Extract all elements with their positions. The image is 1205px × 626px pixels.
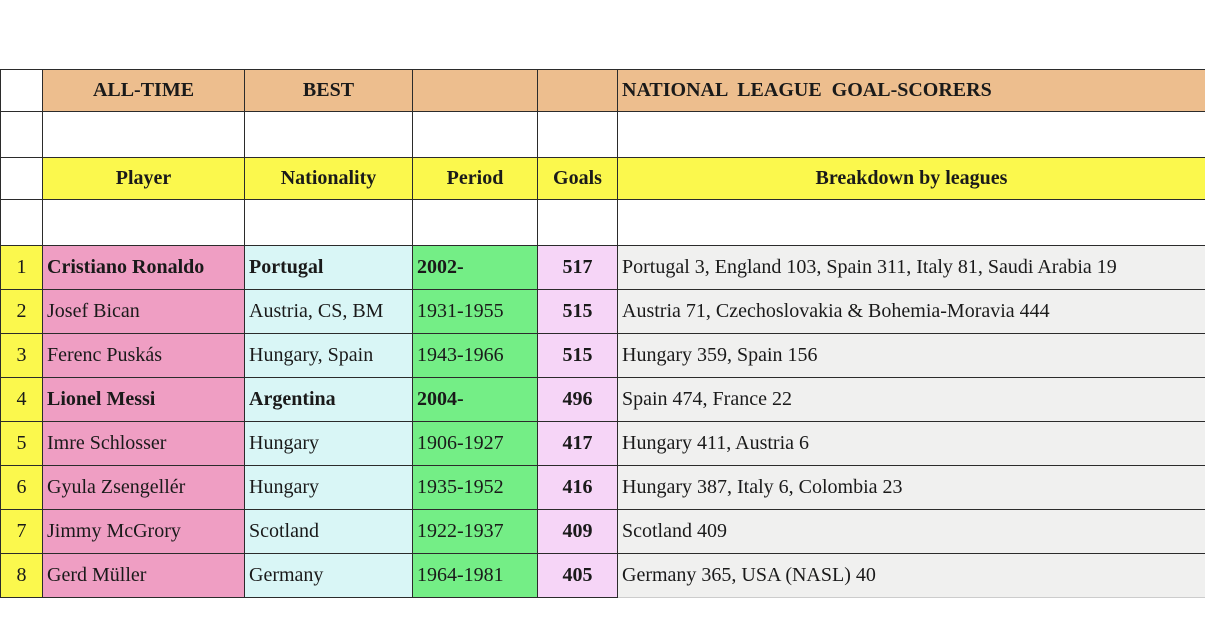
title-empty-2: [537, 69, 618, 112]
table-row: 6 Gyula Zsengellér Hungary 1935-1952 416…: [0, 465, 1205, 510]
corner-cell: [0, 157, 43, 200]
spacer-cell: [412, 111, 538, 158]
table-row: 7 Jimmy McGrory Scotland 1922-1937 409 S…: [0, 509, 1205, 554]
goals: 405: [537, 553, 618, 598]
player-name: Josef Bican: [42, 289, 245, 334]
nationality: Argentina: [244, 377, 413, 422]
table-row: 4 Lionel Messi Argentina 2004- 496 Spain…: [0, 377, 1205, 422]
period: 1943-1966: [412, 333, 538, 378]
table-row: 1 Cristiano Ronaldo Portugal 2002- 517 P…: [0, 245, 1205, 290]
breakdown: Scotland 409: [617, 509, 1205, 554]
header-period: Period: [412, 157, 538, 200]
period: 1964-1981: [412, 553, 538, 598]
table-row: 5 Imre Schlosser Hungary 1906-1927 417 H…: [0, 421, 1205, 466]
title-all-time: ALL-TIME: [42, 69, 245, 112]
title-row: ALL-TIME BEST NATIONAL LEAGUE GOAL-SCORE…: [0, 69, 1205, 112]
player-name: Gerd Müller: [42, 553, 245, 598]
period: 2002-: [412, 245, 538, 290]
breakdown: Austria 71, Czechoslovakia & Bohemia-Mor…: [617, 289, 1205, 334]
nationality: Hungary, Spain: [244, 333, 413, 378]
row-number: 7: [0, 509, 43, 554]
spacer-cell: [0, 111, 43, 158]
spacer-cell: [244, 111, 413, 158]
table-row: 8 Gerd Müller Germany 1964-1981 405 Germ…: [0, 553, 1205, 598]
nationality: Scotland: [244, 509, 413, 554]
header-goals: Goals: [537, 157, 618, 200]
spacer-cell: [537, 199, 618, 246]
goals: 515: [537, 289, 618, 334]
player-name: Ferenc Puskás: [42, 333, 245, 378]
spacer-cell: [617, 199, 1205, 246]
row-number: 3: [0, 333, 43, 378]
row-number: 5: [0, 421, 43, 466]
row-number: 2: [0, 289, 43, 334]
period: 1906-1927: [412, 421, 538, 466]
spacer-cell: [537, 111, 618, 158]
row-number: 4: [0, 377, 43, 422]
table-row: 2 Josef Bican Austria, CS, BM 1931-1955 …: [0, 289, 1205, 334]
nationality: Austria, CS, BM: [244, 289, 413, 334]
spacer-cell: [42, 199, 245, 246]
nationality: Germany: [244, 553, 413, 598]
title-main: NATIONAL LEAGUE GOAL-SCORERS: [617, 69, 1205, 112]
goal-scorers-table: ALL-TIME BEST NATIONAL LEAGUE GOAL-SCORE…: [0, 69, 1205, 598]
period: 1935-1952: [412, 465, 538, 510]
period: 1931-1955: [412, 289, 538, 334]
spacer-cell: [42, 111, 245, 158]
table-row: 3 Ferenc Puskás Hungary, Spain 1943-1966…: [0, 333, 1205, 378]
nationality: Hungary: [244, 421, 413, 466]
goals: 496: [537, 377, 618, 422]
header-player: Player: [42, 157, 245, 200]
breakdown: Hungary 359, Spain 156: [617, 333, 1205, 378]
row-number: 1: [0, 245, 43, 290]
player-name: Lionel Messi: [42, 377, 245, 422]
breakdown: Germany 365, USA (NASL) 40: [617, 553, 1205, 598]
title-best: BEST: [244, 69, 413, 112]
player-name: Jimmy McGrory: [42, 509, 245, 554]
player-name: Gyula Zsengellér: [42, 465, 245, 510]
nationality: Hungary: [244, 465, 413, 510]
breakdown: Portugal 3, England 103, Spain 311, Ital…: [617, 245, 1205, 290]
header-breakdown: Breakdown by leagues: [617, 157, 1205, 200]
breakdown: Hungary 387, Italy 6, Colombia 23: [617, 465, 1205, 510]
spacer-row: [0, 111, 1205, 158]
player-name: Imre Schlosser: [42, 421, 245, 466]
player-name: Cristiano Ronaldo: [42, 245, 245, 290]
breakdown: Hungary 411, Austria 6: [617, 421, 1205, 466]
spacer-cell: [0, 199, 43, 246]
corner-cell: [0, 69, 43, 112]
goals: 416: [537, 465, 618, 510]
spacer-cell: [412, 199, 538, 246]
goals: 515: [537, 333, 618, 378]
header-nationality: Nationality: [244, 157, 413, 200]
title-empty-1: [412, 69, 538, 112]
period: 2004-: [412, 377, 538, 422]
goals: 417: [537, 421, 618, 466]
row-number: 6: [0, 465, 43, 510]
spacer-cell: [244, 199, 413, 246]
row-number: 8: [0, 553, 43, 598]
goals: 517: [537, 245, 618, 290]
period: 1922-1937: [412, 509, 538, 554]
spacer-cell: [617, 111, 1205, 158]
column-header-row: Player Nationality Period Goals Breakdow…: [0, 157, 1205, 200]
breakdown: Spain 474, France 22: [617, 377, 1205, 422]
spacer-row: [0, 199, 1205, 246]
nationality: Portugal: [244, 245, 413, 290]
goal-scorers-sheet: ALL-TIME BEST NATIONAL LEAGUE GOAL-SCORE…: [0, 69, 1205, 598]
goals: 409: [537, 509, 618, 554]
